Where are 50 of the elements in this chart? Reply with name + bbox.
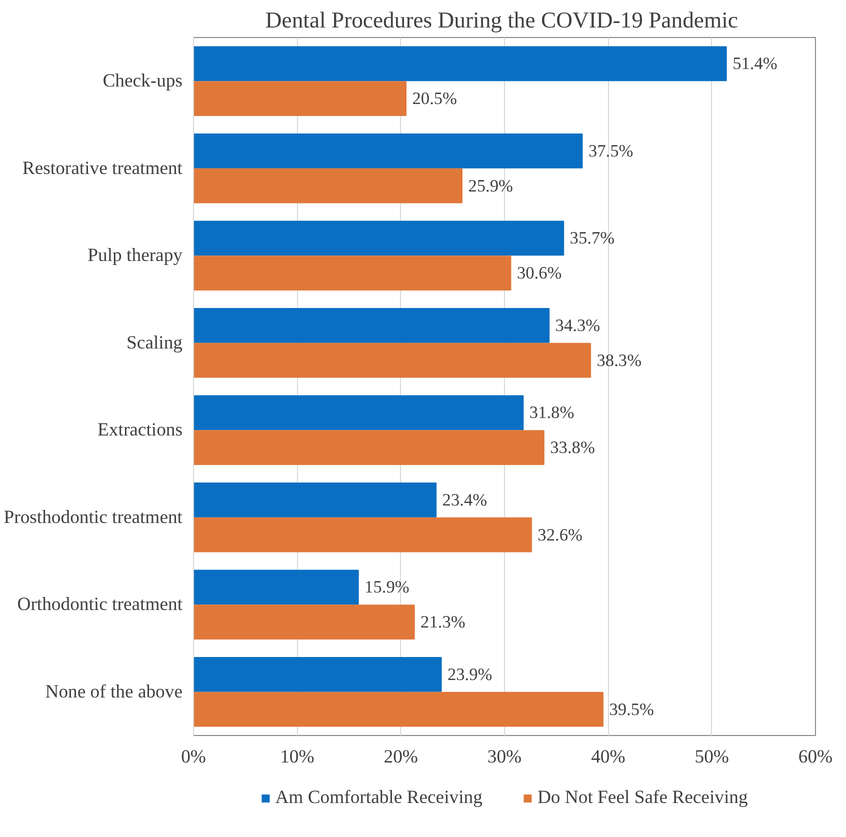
chart-title: Dental Procedures During the COVID-19 Pandemic bbox=[265, 8, 738, 32]
y-tick-label: None of the above bbox=[45, 681, 182, 702]
bar bbox=[194, 395, 524, 430]
data-label: 34.3% bbox=[555, 316, 600, 335]
bar bbox=[194, 657, 442, 692]
bar bbox=[194, 342, 592, 378]
data-label: 39.5% bbox=[609, 700, 654, 719]
y-tick-label: Pulp therapy bbox=[88, 245, 184, 266]
y-tick-label: Scaling bbox=[126, 332, 183, 354]
data-label: 31.8% bbox=[529, 403, 574, 422]
x-tick-label: 10% bbox=[280, 746, 314, 768]
y-tick-label: Check-ups bbox=[102, 70, 183, 92]
legend-label: Am Comfortable Receiving bbox=[275, 786, 482, 808]
x-tick-label: 40% bbox=[591, 746, 626, 768]
data-label: 15.9% bbox=[364, 578, 410, 597]
bar bbox=[194, 570, 359, 605]
bar bbox=[194, 220, 564, 256]
bar bbox=[194, 256, 512, 290]
data-label: 30.6% bbox=[516, 264, 562, 283]
data-label: 21.3% bbox=[420, 612, 466, 632]
bar bbox=[194, 604, 415, 640]
x-tick-label: 30% bbox=[487, 746, 522, 768]
legend-label: Do Not Feel Safe Receiving bbox=[537, 786, 748, 808]
x-tick-label: 20% bbox=[384, 746, 418, 768]
data-label: 32.6% bbox=[538, 525, 582, 544]
data-label: 35.7% bbox=[570, 228, 615, 248]
bar bbox=[194, 134, 583, 168]
y-tick-label: Extractions bbox=[98, 420, 183, 441]
x-tick-label: 50% bbox=[694, 746, 729, 768]
bar bbox=[194, 430, 544, 465]
y-tick-label: Prosthodontic treatment bbox=[4, 506, 184, 528]
data-label: 23.9% bbox=[447, 664, 492, 684]
y-tick-label: Restorative treatment bbox=[22, 158, 184, 179]
y-tick-label: Orthodontic treatment bbox=[17, 594, 184, 616]
data-label: 51.4% bbox=[732, 54, 778, 74]
data-label: 38.3% bbox=[596, 350, 642, 370]
data-label: 23.4% bbox=[442, 490, 488, 510]
data-label: 37.5% bbox=[588, 141, 634, 160]
x-tick-label: 0% bbox=[181, 746, 206, 768]
bar bbox=[194, 692, 604, 727]
bar bbox=[194, 168, 462, 204]
data-label: 20.5% bbox=[412, 89, 457, 108]
bar bbox=[194, 308, 550, 343]
data-label: 25.9% bbox=[468, 176, 513, 196]
bar bbox=[194, 81, 407, 116]
x-tick-label: 60% bbox=[798, 746, 833, 768]
bar bbox=[194, 482, 437, 518]
bar bbox=[194, 46, 727, 82]
data-label: 33.8% bbox=[550, 438, 595, 458]
bar bbox=[194, 517, 532, 552]
